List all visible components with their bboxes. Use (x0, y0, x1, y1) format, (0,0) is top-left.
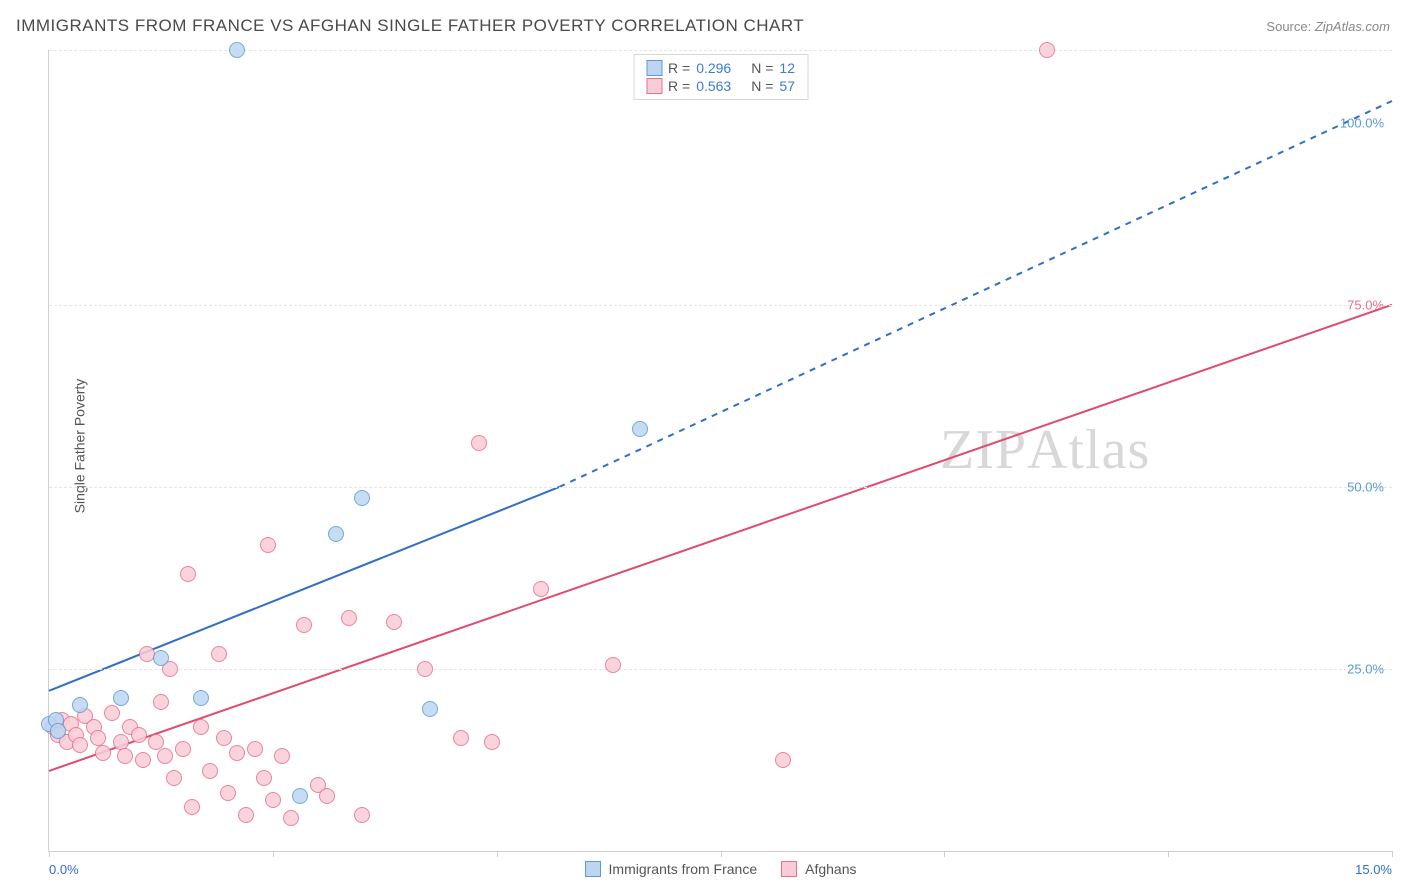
scatter-point (453, 730, 469, 746)
y-tick-label: 25.0% (1347, 661, 1384, 676)
scatter-point (193, 719, 209, 735)
gridline (49, 487, 1392, 488)
gridline (49, 50, 1392, 51)
scatter-point (632, 421, 648, 437)
scatter-point (113, 734, 129, 750)
scatter-point (229, 745, 245, 761)
scatter-point (135, 752, 151, 768)
scatter-point (341, 610, 357, 626)
scatter-point (328, 526, 344, 542)
scatter-point (260, 537, 276, 553)
x-tick (497, 851, 498, 857)
scatter-point (104, 705, 120, 721)
legend-item-france: Immigrants from France (585, 861, 758, 877)
x-tick (721, 851, 722, 857)
scatter-point (95, 745, 111, 761)
x-tick (49, 851, 50, 857)
regression-lines (49, 50, 1392, 851)
n-value-afghans: 57 (779, 78, 795, 94)
scatter-point (90, 730, 106, 746)
scatter-point (184, 799, 200, 815)
scatter-point (256, 770, 272, 786)
legend-stats-row-1: R = 0.296 N = 12 (646, 59, 795, 77)
legend-bottom: Immigrants from France Afghans (585, 861, 857, 877)
scatter-point (153, 650, 169, 666)
scatter-point (386, 614, 402, 630)
scatter-point (238, 807, 254, 823)
x-tick (944, 851, 945, 857)
x-tick (273, 851, 274, 857)
scatter-point (417, 661, 433, 677)
scatter-point (202, 763, 218, 779)
scatter-point (775, 752, 791, 768)
scatter-point (148, 734, 164, 750)
scatter-point (484, 734, 500, 750)
scatter-point (296, 617, 312, 633)
scatter-point (180, 566, 196, 582)
scatter-point (157, 748, 173, 764)
scatter-point (220, 785, 236, 801)
scatter-point (193, 690, 209, 706)
scatter-point (265, 792, 281, 808)
scatter-point (1039, 42, 1055, 58)
legend-label-afghans: Afghans (805, 861, 856, 877)
scatter-point (319, 788, 335, 804)
gridline (49, 669, 1392, 670)
legend-label-france: Immigrants from France (609, 861, 758, 877)
watermark-text-b: Atlas (1027, 419, 1150, 481)
legend-item-afghans: Afghans (781, 861, 856, 877)
legend-swatch-france (646, 60, 662, 76)
scatter-point (354, 490, 370, 506)
scatter-point (72, 737, 88, 753)
chart-title: IMMIGRANTS FROM FRANCE VS AFGHAN SINGLE … (16, 16, 804, 36)
scatter-point (354, 807, 370, 823)
r-value-afghans: 0.563 (696, 78, 731, 94)
source-attribution: Source: ZipAtlas.com (1266, 19, 1390, 34)
scatter-point (533, 581, 549, 597)
scatter-point (72, 697, 88, 713)
n-label: N = (751, 60, 773, 76)
scatter-point (247, 741, 263, 757)
n-value-france: 12 (779, 60, 795, 76)
watermark: ZIPAtlas (940, 418, 1150, 482)
scatter-point (211, 646, 227, 662)
y-tick-label: 100.0% (1340, 115, 1384, 130)
scatter-point (274, 748, 290, 764)
x-tick (1168, 851, 1169, 857)
scatter-point (292, 788, 308, 804)
y-tick-label: 50.0% (1347, 479, 1384, 494)
y-tick-label: 75.0% (1347, 297, 1384, 312)
legend-swatch-france-b (585, 861, 601, 877)
scatter-point (131, 727, 147, 743)
scatter-point (50, 723, 66, 739)
legend-swatch-afghans-b (781, 861, 797, 877)
scatter-point (422, 701, 438, 717)
scatter-point (229, 42, 245, 58)
scatter-point (113, 690, 129, 706)
scatter-point (471, 435, 487, 451)
r-label: R = (668, 78, 690, 94)
legend-stats-row-2: R = 0.563 N = 57 (646, 77, 795, 95)
source-name[interactable]: ZipAtlas.com (1315, 19, 1390, 34)
legend-stats-box: R = 0.296 N = 12 R = 0.563 N = 57 (633, 54, 808, 100)
x-tick (1392, 851, 1393, 857)
scatter-point (283, 810, 299, 826)
scatter-plot-area: ZIPAtlas R = 0.296 N = 12 R = 0.563 N = … (48, 50, 1392, 852)
scatter-point (166, 770, 182, 786)
scatter-point (117, 748, 133, 764)
gridline (49, 305, 1392, 306)
x-axis-min-label: 0.0% (49, 862, 79, 877)
legend-swatch-afghans (646, 78, 662, 94)
r-value-france: 0.296 (696, 60, 731, 76)
source-label: Source: (1266, 19, 1311, 34)
scatter-point (153, 694, 169, 710)
n-label: N = (751, 78, 773, 94)
scatter-point (605, 657, 621, 673)
x-axis-max-label: 15.0% (1355, 862, 1392, 877)
r-label: R = (668, 60, 690, 76)
scatter-point (175, 741, 191, 757)
watermark-text-a: ZIP (940, 419, 1027, 481)
scatter-point (216, 730, 232, 746)
